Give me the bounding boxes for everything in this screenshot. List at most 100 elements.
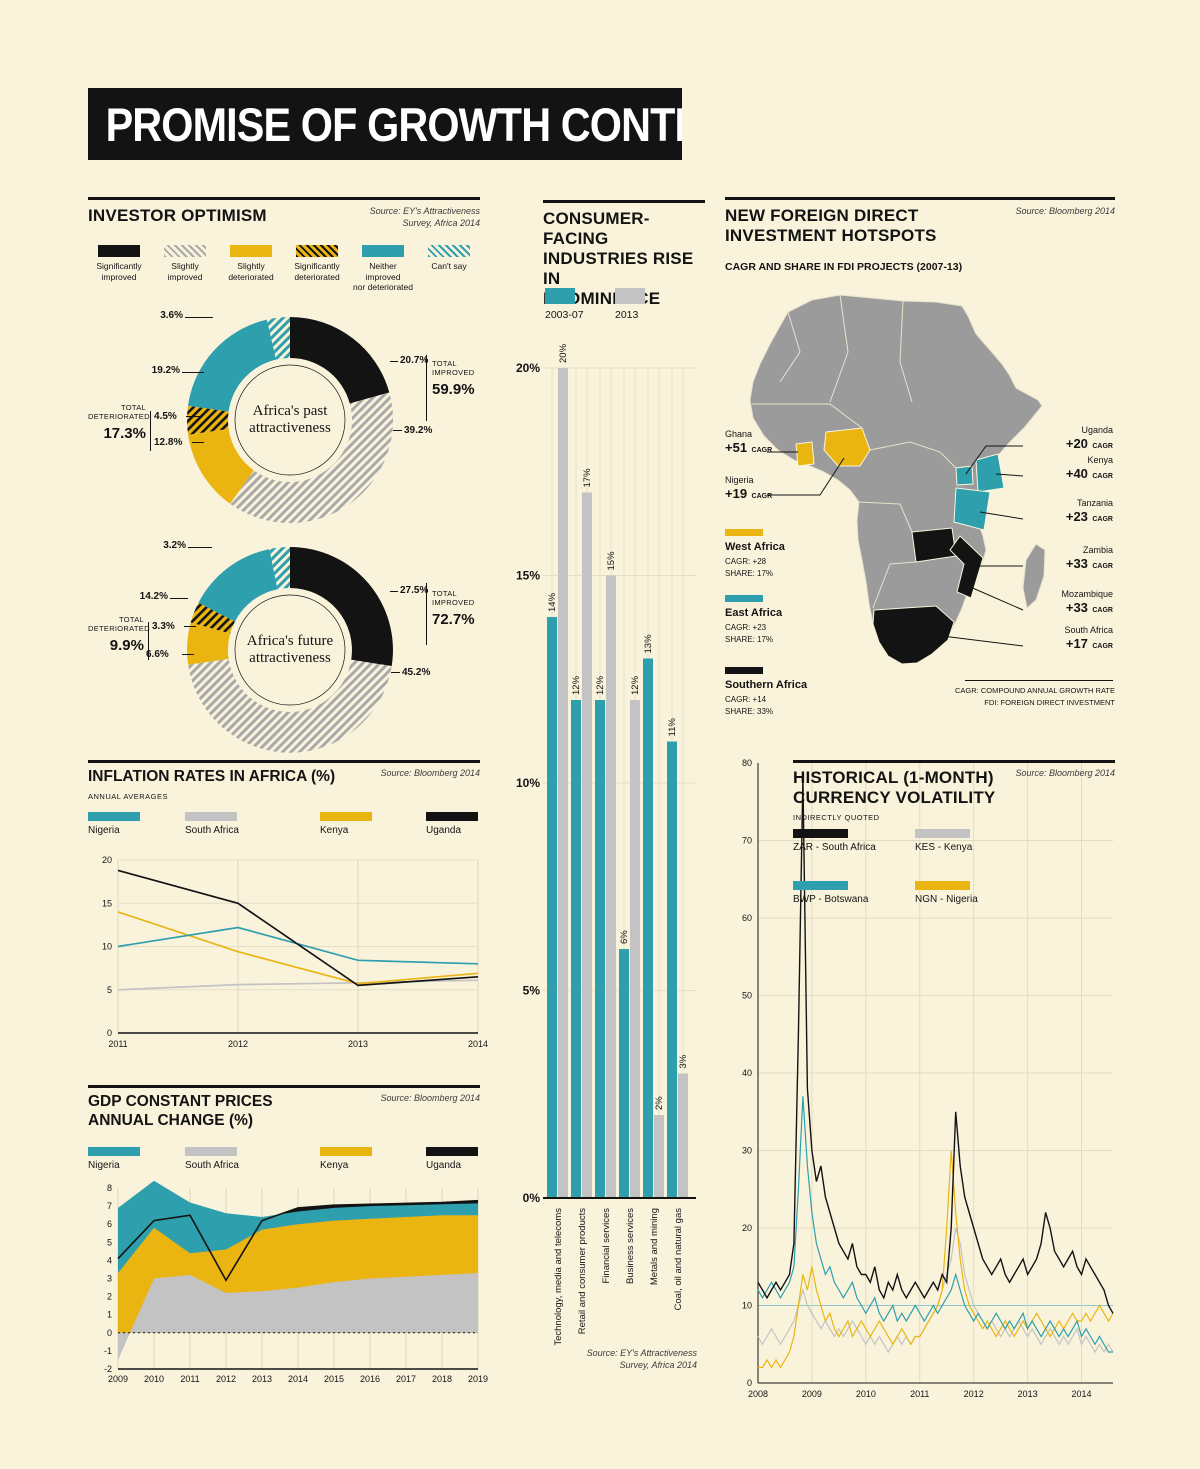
donut-segment [290, 317, 390, 404]
section-rule [88, 197, 480, 200]
swatch-gray-stripe [164, 245, 206, 257]
legend-item: Neither improved nor deteriorated [352, 245, 414, 293]
swatch-yellow-stripe [296, 245, 338, 257]
fx-subtitle: INDIRECTLY QUOTED [793, 813, 880, 822]
section-currency-volatility: 80 70 60 50 40 30 20 10 0 2008 2009 2010 2011 2012 201… [725, 755, 1115, 1415]
leader-zambia [953, 549, 1023, 567]
donut-segment [188, 658, 392, 753]
legend-kenya: Kenya [320, 812, 372, 836]
svg-text:0: 0 [747, 1378, 752, 1388]
bar-2013 [558, 368, 568, 1198]
legend-item: Significantly deteriorated [286, 245, 348, 293]
fx-title: HISTORICAL (1-MONTH) CURRENCY VOLATILITY [793, 768, 996, 808]
svg-text:2008: 2008 [748, 1389, 768, 1399]
swatch-yellow [230, 245, 272, 257]
section-rule [88, 1085, 480, 1088]
map-country-kenya [975, 453, 1005, 493]
svg-text:7: 7 [107, 1201, 112, 1211]
total-deteriorated-past: TOTAL DETERIORATED 17.3% [88, 403, 150, 442]
label-sl-deteriorated: 12.8% [154, 437, 183, 448]
section-rule [725, 197, 1115, 200]
section-inflation: INFLATION RATES IN AFRICA (%) Source: Bl… [88, 760, 488, 1082]
donut-segment [188, 319, 277, 412]
legend-item: Slightly deteriorated [220, 245, 282, 293]
map-country-zambia [911, 527, 957, 563]
donut-past-attractiveness [187, 316, 394, 524]
map-country-mozambique [949, 535, 984, 599]
svg-text:2013: 2013 [1018, 1389, 1038, 1399]
svg-text:2011: 2011 [910, 1389, 929, 1399]
total-improved-past: TOTAL IMPROVED 59.9% [432, 359, 475, 398]
svg-text:60: 60 [742, 913, 752, 923]
map-border [779, 311, 801, 383]
swatch-teal [793, 881, 848, 890]
label-sig-deteriorated: 3.3% [152, 621, 175, 632]
consumer-source: Source: EY's Attractiveness Survey, Afric… [586, 1348, 697, 1370]
svg-text:12%: 12% [630, 675, 641, 695]
bar-2003-07 [571, 700, 581, 1198]
svg-text:0: 0 [107, 1028, 112, 1038]
map-border [752, 403, 863, 429]
svg-text:2015: 2015 [324, 1374, 344, 1384]
svg-text:0%: 0% [523, 1191, 541, 1205]
swatch-yellow [915, 881, 970, 890]
callout-kenya: Kenya +40 CAGR [1065, 455, 1113, 482]
svg-text:2019: 2019 [468, 1374, 488, 1384]
svg-text:12%: 12% [595, 675, 606, 695]
svg-text:2014: 2014 [288, 1374, 308, 1384]
map-border [899, 300, 913, 403]
bar-2013 [582, 492, 592, 1198]
callout-tanzania: Tanzania +23 CAGR [1065, 498, 1113, 525]
bar-2013 [630, 700, 640, 1198]
svg-text:2014: 2014 [468, 1039, 488, 1049]
bar-2003-07 [619, 949, 629, 1198]
donut-past-center-label: Africa's past attractiveness [249, 403, 331, 437]
callout-south-africa: South Africa +17 CAGR [1064, 625, 1113, 652]
svg-text:2011: 2011 [180, 1374, 199, 1384]
bar-2003-07 [643, 658, 653, 1198]
fx-line-KES [757, 1227, 1114, 1354]
label-sl-improved: 39.2% [404, 425, 433, 436]
svg-text:2013: 2013 [348, 1039, 368, 1049]
donut-segment [187, 405, 229, 435]
swatch-black [426, 1147, 478, 1156]
legend-nigeria: Nigeria [88, 1147, 140, 1171]
gdp-title: GDP CONSTANT PRICES ANNUAL CHANGE (%) [88, 1093, 273, 1129]
svg-text:10%: 10% [516, 776, 540, 790]
svg-text:20: 20 [742, 1223, 752, 1233]
svg-text:15%: 15% [606, 551, 617, 571]
gdp-source: Source: Bloomberg 2014 [380, 1093, 480, 1103]
svg-text:20: 20 [102, 855, 112, 865]
svg-text:3%: 3% [678, 1054, 689, 1068]
legend-2003-07: 2003-07 [545, 288, 584, 321]
svg-text:10: 10 [102, 942, 112, 952]
label-cant-say: 3.6% [160, 310, 183, 321]
investor-source: Source: EY's Attractiveness Survey, Afri… [369, 206, 480, 228]
donut-segment [198, 549, 278, 622]
svg-text:2016: 2016 [360, 1374, 380, 1384]
callout-uganda: Uganda +20 CAGR [1065, 425, 1113, 452]
swatch-teal [362, 245, 404, 257]
svg-text:6: 6 [107, 1219, 112, 1229]
svg-text:-2: -2 [104, 1364, 112, 1374]
fdi-title: NEW FOREIGN DIRECT INVESTMENT HOTSPOTS [725, 206, 937, 246]
svg-text:2010: 2010 [144, 1374, 164, 1384]
svg-text:5: 5 [107, 1237, 112, 1247]
legend-kes: KES - Kenya [915, 829, 972, 853]
legend-east-africa: East Africa CAGR: +23 SHARE: 17% [725, 595, 815, 646]
svg-text:Financial services: Financial services [601, 1208, 612, 1284]
svg-text:4: 4 [107, 1255, 112, 1265]
svg-text:2: 2 [107, 1292, 112, 1302]
donut-segment [269, 547, 290, 590]
swatch-yellow [725, 529, 763, 536]
svg-text:Technology, media and telecoms: Technology, media and telecoms [553, 1208, 564, 1346]
label-sl-deteriorated: 6.6% [146, 649, 169, 660]
fdi-source: Source: Bloomberg 2014 [1015, 206, 1115, 216]
swatch-teal [88, 1147, 140, 1156]
donut-future-attractiveness [187, 547, 393, 753]
donut-segment [187, 622, 231, 665]
inflation-subtitle: ANNUAL AVERAGES [88, 792, 169, 801]
